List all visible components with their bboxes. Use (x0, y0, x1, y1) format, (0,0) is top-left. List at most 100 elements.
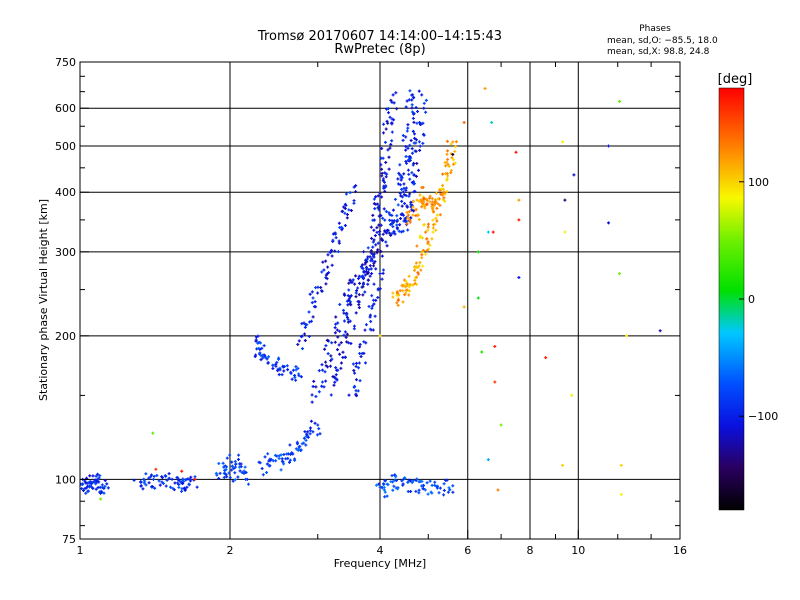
scatter-point (480, 350, 484, 354)
echo-point (371, 213, 375, 217)
echo-point (169, 485, 173, 489)
echo-point (193, 475, 197, 479)
echo-point (369, 320, 373, 324)
echo-point (405, 210, 409, 214)
echo-point (451, 490, 455, 494)
echo-point (385, 231, 389, 235)
echo-point (95, 479, 99, 483)
echo-point (377, 205, 381, 209)
echo-point (329, 393, 333, 397)
echo-point (96, 486, 100, 490)
echo-point (265, 357, 269, 361)
echo-point (336, 250, 340, 254)
scatter-point (491, 230, 495, 234)
echo-point (304, 443, 308, 447)
echo-point (405, 99, 409, 103)
echo-point (405, 129, 409, 133)
echo-point (328, 250, 332, 254)
echo-point (324, 360, 328, 364)
echo-point (374, 298, 378, 302)
echo-point (378, 229, 382, 233)
echo-point (311, 315, 315, 319)
echo-point (358, 281, 362, 285)
echo-point (398, 223, 402, 227)
echo-point (184, 478, 188, 482)
echo-point (415, 121, 419, 125)
scatter-point (561, 140, 565, 144)
echo-point (316, 423, 320, 427)
echo-point (454, 140, 458, 144)
stats-heading: Phases (639, 24, 671, 34)
echo-point (346, 320, 350, 324)
echo-point (320, 380, 324, 384)
echo-point (388, 146, 392, 150)
echo-point (406, 146, 410, 150)
echo-point (260, 346, 264, 350)
echo-point (385, 172, 389, 176)
echo-point (298, 444, 302, 448)
echo-point (294, 365, 298, 369)
echo-point (367, 267, 371, 271)
echo-point (330, 357, 334, 361)
echo-point (420, 186, 424, 190)
echo-point (445, 177, 449, 181)
echo-point (320, 363, 324, 367)
echo-point (418, 120, 422, 124)
echo-point (102, 486, 106, 490)
echo-point (436, 197, 440, 201)
echo-point (407, 285, 411, 289)
echo-point (383, 495, 387, 499)
echo-point (318, 432, 322, 436)
echo-point (430, 483, 434, 487)
echo-point (370, 272, 374, 276)
x-tick-label: 16 (673, 544, 687, 557)
echo-point (330, 254, 334, 258)
echo-point (317, 369, 321, 373)
echo-point (369, 267, 373, 271)
echo-point (369, 249, 373, 253)
echo-point (314, 395, 318, 399)
echo-point (413, 278, 417, 282)
chart-subtitle: RwPretec (8p) (334, 42, 425, 57)
echo-point (372, 218, 376, 222)
echo-point (414, 138, 418, 142)
echo-point (414, 275, 418, 279)
echo-point (398, 289, 402, 293)
echo-point (333, 376, 337, 380)
echo-point (400, 479, 404, 483)
echo-point (439, 192, 443, 196)
echo-point (345, 340, 349, 344)
echo-point (286, 368, 290, 372)
scatter-point (451, 152, 455, 156)
echo-point (310, 290, 314, 294)
echo-point (422, 101, 426, 105)
echo-point (379, 163, 383, 167)
echo-point (317, 427, 321, 431)
echo-point (376, 241, 380, 245)
echo-point (420, 93, 424, 97)
echo-point (323, 347, 327, 351)
echo-point (373, 314, 377, 318)
echo-point (325, 277, 329, 281)
echo-point (349, 280, 353, 284)
echo-point (411, 93, 415, 97)
echo-point (381, 238, 385, 242)
echo-point (423, 488, 427, 492)
echo-point (453, 161, 457, 165)
y-axis-label: Stationary phase Virtual Height [km] (37, 199, 50, 401)
echo-point (411, 129, 415, 133)
echo-point (380, 147, 384, 151)
echo-point (269, 458, 273, 462)
echo-point (311, 296, 315, 300)
echo-point (406, 480, 410, 484)
echo-point (183, 487, 187, 491)
echo-point (370, 259, 374, 263)
echo-point (396, 182, 400, 186)
echo-point (390, 100, 394, 104)
echo-point (309, 419, 313, 423)
echo-point (319, 286, 323, 290)
echo-point (277, 356, 281, 360)
echo-point (345, 216, 349, 220)
echo-point (224, 468, 228, 472)
echo-point (430, 237, 434, 241)
